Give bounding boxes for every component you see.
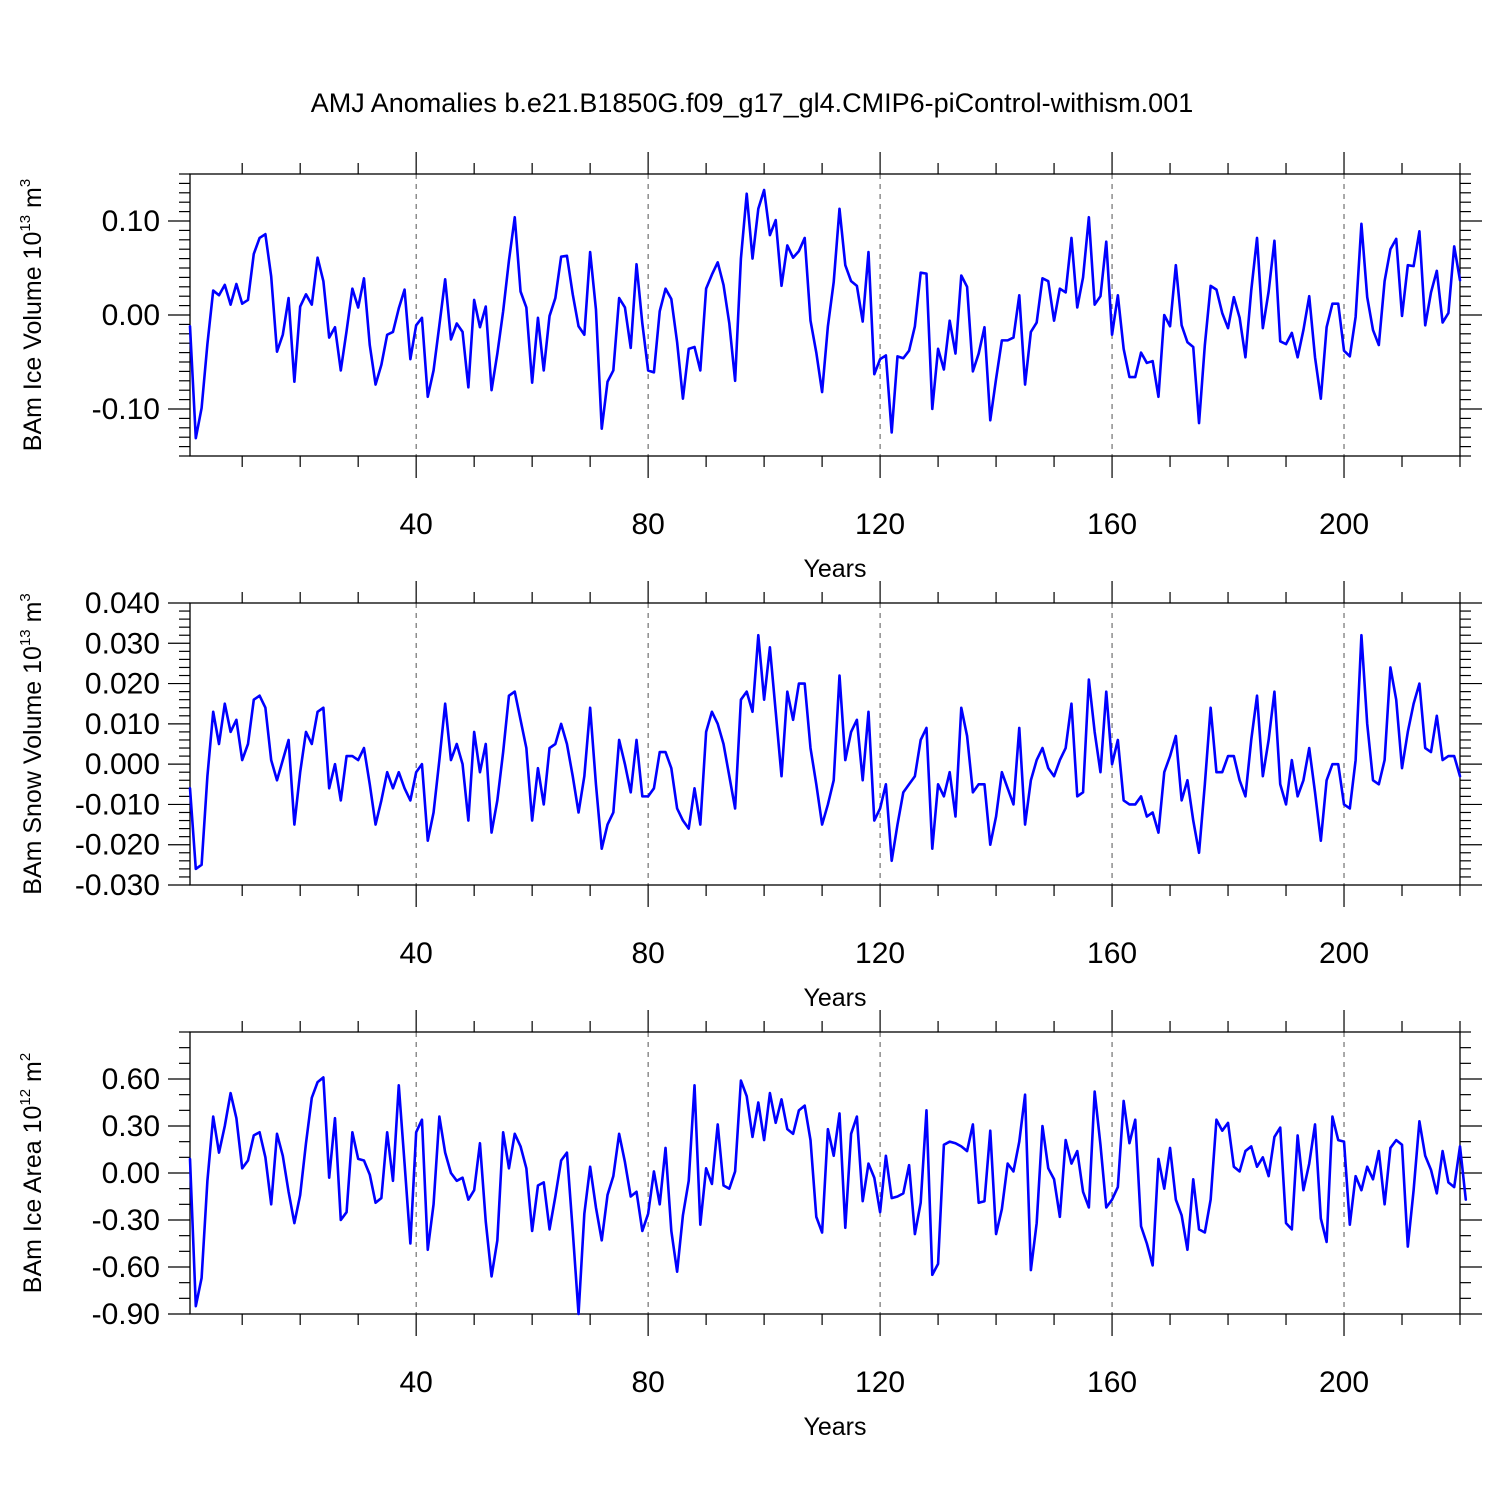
x-tick-label: 80 bbox=[631, 1366, 664, 1399]
x-tick-label: 120 bbox=[855, 1366, 905, 1399]
y-tick-label: 0.10 bbox=[102, 205, 160, 238]
series-line bbox=[188, 633, 1462, 871]
y-tick-label: 0.00 bbox=[102, 299, 160, 332]
x-tick-label: 160 bbox=[1087, 937, 1137, 970]
y-axis-label: BAm Ice Area 1012 m2 bbox=[17, 1053, 47, 1293]
y-tick-label: 0.000 bbox=[85, 748, 160, 781]
x-tick-label: 120 bbox=[855, 508, 905, 541]
y-tick-label: 0.00 bbox=[102, 1157, 160, 1190]
chart-title: AMJ Anomalies b.e21.B1850G.f09_g17_gl4.C… bbox=[311, 88, 1193, 118]
x-axis-label: Years bbox=[803, 984, 866, 1012]
x-tick-label: 80 bbox=[631, 937, 664, 970]
y-tick-label: -0.10 bbox=[92, 393, 160, 426]
y-tick-label: -0.020 bbox=[75, 829, 160, 862]
panel-1: -0.10 0.00 0.10 40 80 120 160 200 Years BAm Ice V… bbox=[17, 152, 1482, 583]
panels: -0.10 0.00 0.10 40 80 120 160 200 Years BAm Ice V… bbox=[17, 152, 1482, 1441]
panel-3: -0.90 -0.60 -0.30 0.00 0.30 0.60 40 80 120 160 200… bbox=[17, 1010, 1482, 1441]
y-tick-label: 0.020 bbox=[85, 668, 160, 701]
x-axis-label: Years bbox=[803, 1413, 866, 1441]
x-tick-label: 160 bbox=[1087, 508, 1137, 541]
y-tick-label: -0.30 bbox=[92, 1204, 160, 1237]
y-tick-label: 0.030 bbox=[85, 627, 160, 660]
panel-2: -0.030 -0.020 -0.010 0.000 0.010 0.020 0.030 0.… bbox=[17, 581, 1482, 1012]
y-tick-label: 0.30 bbox=[102, 1110, 160, 1143]
x-tick-label: 40 bbox=[399, 508, 432, 541]
y-axis-label: BAm Snow Volume 1013 m3 bbox=[17, 593, 47, 895]
y-tick-label: -0.030 bbox=[75, 869, 160, 902]
y-tick-label: -0.010 bbox=[75, 788, 160, 821]
x-tick-label: 80 bbox=[631, 508, 664, 541]
x-tick-label: 40 bbox=[399, 1366, 432, 1399]
x-tick-label: 200 bbox=[1319, 508, 1369, 541]
x-tick-label: 160 bbox=[1087, 1366, 1137, 1399]
plot-frame bbox=[189, 602, 1461, 886]
x-tick-label: 120 bbox=[855, 937, 905, 970]
y-tick-label: 0.60 bbox=[102, 1063, 160, 1096]
y-tick-label: 0.040 bbox=[85, 587, 160, 620]
series-line bbox=[188, 1076, 1468, 1316]
y-axis-label: BAm Ice Volume 1013 m3 bbox=[17, 179, 47, 451]
y-tick-label: -0.60 bbox=[92, 1251, 160, 1284]
x-tick-label: 200 bbox=[1319, 1366, 1369, 1399]
x-tick-label: 40 bbox=[399, 937, 432, 970]
plot-frame bbox=[189, 173, 1461, 457]
series-line bbox=[188, 188, 1462, 440]
y-tick-label: 0.010 bbox=[85, 708, 160, 741]
x-tick-label: 200 bbox=[1319, 937, 1369, 970]
y-tick-label: -0.90 bbox=[92, 1298, 160, 1331]
x-axis-label: Years bbox=[803, 555, 866, 583]
